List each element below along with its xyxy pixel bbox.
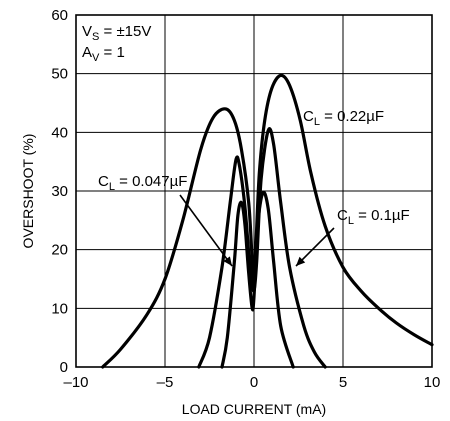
series-label-2: CL = 0.047µF (98, 173, 187, 193)
arrow-01uf (295, 227, 335, 267)
y-tick-label: 30 (51, 183, 68, 200)
condition-vs: VS = ±15V (82, 23, 151, 43)
series-line-2 (220, 190, 295, 369)
tick-labels: –10 –5 0 5 10 0 10 20 30 40 50 60 (51, 7, 440, 391)
x-tick-label: –5 (157, 374, 174, 391)
y-tick-label: 40 (51, 124, 68, 141)
x-axis-label: LOAD CURRENT (mA) (182, 401, 326, 417)
y-tick-label: 60 (51, 7, 68, 24)
y-tick-label: 20 (51, 242, 68, 259)
y-tick-label: 10 (51, 300, 68, 317)
y-axis-label: OVERSHOOT (%) (20, 134, 36, 249)
series-label-0: CL = 0.22µF (303, 108, 384, 128)
plot-frame (75, 14, 433, 368)
y-tick-label: 0 (60, 359, 68, 376)
x-tick-label: 10 (424, 374, 441, 391)
y-tick-label: 50 (51, 66, 68, 83)
series-label-1: CL = 0.1µF (337, 207, 410, 227)
grid (75, 14, 433, 368)
condition-av: AV = 1 (82, 44, 125, 64)
arrow-0047uf (179, 194, 233, 267)
x-tick-label: 5 (339, 374, 347, 391)
x-tick-label: –10 (63, 374, 88, 391)
x-tick-label: 0 (250, 374, 258, 391)
curves (101, 73, 434, 369)
